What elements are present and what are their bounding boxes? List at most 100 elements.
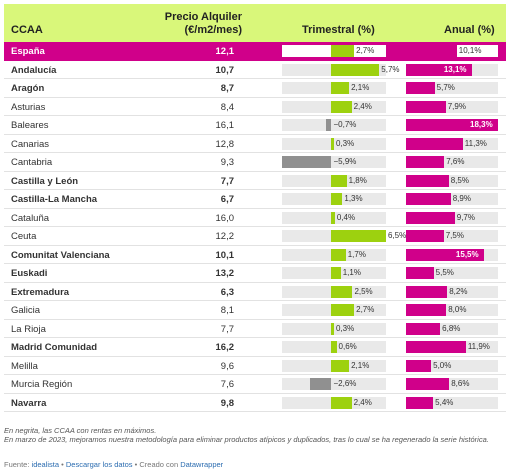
trim-label: 2,1% <box>351 360 370 370</box>
anual-bar <box>406 63 472 76</box>
anual-track: 8,0% <box>406 304 498 316</box>
trim-bar <box>331 45 355 57</box>
anual-track: 18,3% <box>406 119 498 131</box>
trim-track: 1,3% <box>282 193 386 205</box>
row-precio: 16,2 <box>215 342 235 353</box>
anual-track: 5,5% <box>406 267 498 279</box>
header-precio[interactable]: Precio Alquiler (€/m2/mes) <box>165 11 242 37</box>
trim-label: 2,5% <box>354 286 373 296</box>
footnote-bold: En negrita, las CCAA con rentas en máxim… <box>4 426 157 435</box>
trim-label: 1,3% <box>344 194 363 203</box>
trim-label: 0,4% <box>336 212 356 222</box>
trim-label: −5,9% <box>333 157 357 166</box>
footnotes: En negrita, las CCAA con rentas en máxim… <box>4 426 506 444</box>
anual-label: 6,8% <box>442 323 461 333</box>
datawrapper-link[interactable]: Datawrapper <box>180 460 224 469</box>
row-precio: 7,6 <box>220 379 234 390</box>
trim-track: 2,5% <box>282 285 386 298</box>
table-row: Euskadi 13,2 1,1% 5,5% <box>4 264 506 283</box>
row-precio: 12,8 <box>215 138 235 150</box>
table-row: Cantabria 9,3 −5,9% 7,6% <box>4 153 506 172</box>
anual-label: 13,1% <box>443 64 467 74</box>
trim-track: 2,7% <box>282 45 386 57</box>
row-name: La Rioja <box>11 323 46 335</box>
anual-track: 9,7% <box>406 211 498 224</box>
trim-track: −2,6% <box>282 378 386 390</box>
anual-track: 5,4% <box>406 396 498 409</box>
row-precio: 13,2 <box>215 268 235 279</box>
anual-label: 8,2% <box>449 286 468 296</box>
trim-label: 5,7% <box>381 64 400 74</box>
table-row: Asturias 8,4 2,4% 7,9% <box>4 98 506 116</box>
row-name: Murcia Región <box>11 379 73 390</box>
anual-label: 8,9% <box>452 194 471 203</box>
anual-bar <box>406 248 484 261</box>
anual-bar <box>406 100 446 113</box>
anual-bar <box>406 378 450 390</box>
trim-track: 2,4% <box>282 100 386 113</box>
anual-bar <box>406 45 457 57</box>
table-row: Canarias 12,8 0,3% 11,3% <box>4 135 506 153</box>
trim-bar <box>282 156 332 168</box>
trim-track: 2,7% <box>282 304 386 316</box>
source-prefix: Fuente: <box>4 460 32 469</box>
anual-label: 11,3% <box>464 138 487 148</box>
anual-track: 6,8% <box>406 322 498 335</box>
anual-bar <box>406 285 448 298</box>
trim-label: 0,3% <box>336 323 355 333</box>
anual-bar <box>406 396 434 409</box>
source-link-idealista[interactable]: idealista <box>31 460 60 469</box>
table-row: Castilla y León 7,7 1,8% 8,5% <box>4 172 506 190</box>
table-row: Melilla 9,6 2,1% 5,0% <box>4 357 506 375</box>
anual-label: 10,1% <box>458 46 482 55</box>
row-precio: 9,6 <box>220 360 234 372</box>
row-precio: 7,7 <box>220 323 234 335</box>
row-precio: 9,8 <box>220 397 234 409</box>
trim-bar <box>331 359 350 372</box>
table-row: La Rioja 7,7 0,3% 6,8% <box>4 320 506 338</box>
row-name: Baleares <box>11 120 49 131</box>
row-precio: 12,1 <box>215 46 235 57</box>
row-precio: 6,3 <box>220 286 234 298</box>
anual-label: 15,5% <box>455 249 479 259</box>
trim-label: 1,7% <box>347 249 366 259</box>
header-ccaa[interactable]: CCAA <box>11 24 43 36</box>
row-name: Castilla-La Mancha <box>11 194 98 205</box>
anual-track: 10,1% <box>406 45 498 57</box>
anual-label: 5,7% <box>436 83 455 92</box>
anual-bar <box>406 322 441 335</box>
header-trimestral[interactable]: Trimestral (%) <box>302 24 375 36</box>
trim-label: 2,7% <box>356 46 375 55</box>
anual-track: 8,9% <box>406 193 498 205</box>
trim-track: 1,7% <box>282 248 386 261</box>
anual-bar <box>406 341 466 353</box>
anual-track: 8,6% <box>406 378 498 390</box>
anual-label: 18,3% <box>470 120 493 129</box>
trim-track: 2,1% <box>282 82 386 94</box>
anual-bar <box>406 156 445 168</box>
trim-bar <box>331 248 346 261</box>
trim-label: −2,6% <box>333 379 357 388</box>
row-name: Andalucía <box>11 64 57 76</box>
source-sep2: • Creado con <box>132 460 181 469</box>
anual-label: 9,7% <box>456 212 475 222</box>
row-precio: 10,1 <box>215 249 235 261</box>
header-anual[interactable]: Anual (%) <box>444 24 495 36</box>
trim-bar <box>331 230 386 242</box>
anual-bar <box>406 137 463 150</box>
table-row: Ceuta 12,2 6,5% 7,5% <box>4 227 506 246</box>
row-precio: 16,1 <box>215 120 235 131</box>
anual-bar <box>406 82 435 94</box>
download-data-link[interactable]: Descargar los datos <box>65 460 133 469</box>
trim-bar <box>331 211 335 224</box>
trim-label: −0,7% <box>333 120 357 129</box>
anual-track: 15,5% <box>406 248 498 261</box>
row-name: Canarias <box>11 138 50 150</box>
trim-bar <box>331 322 334 335</box>
row-name: España <box>11 46 45 57</box>
anual-track: 11,3% <box>406 137 498 150</box>
row-precio: 8,1 <box>220 305 234 316</box>
anual-label: 8,6% <box>451 379 470 388</box>
row-precio: 8,4 <box>220 101 234 113</box>
anual-track: 7,6% <box>406 156 498 168</box>
